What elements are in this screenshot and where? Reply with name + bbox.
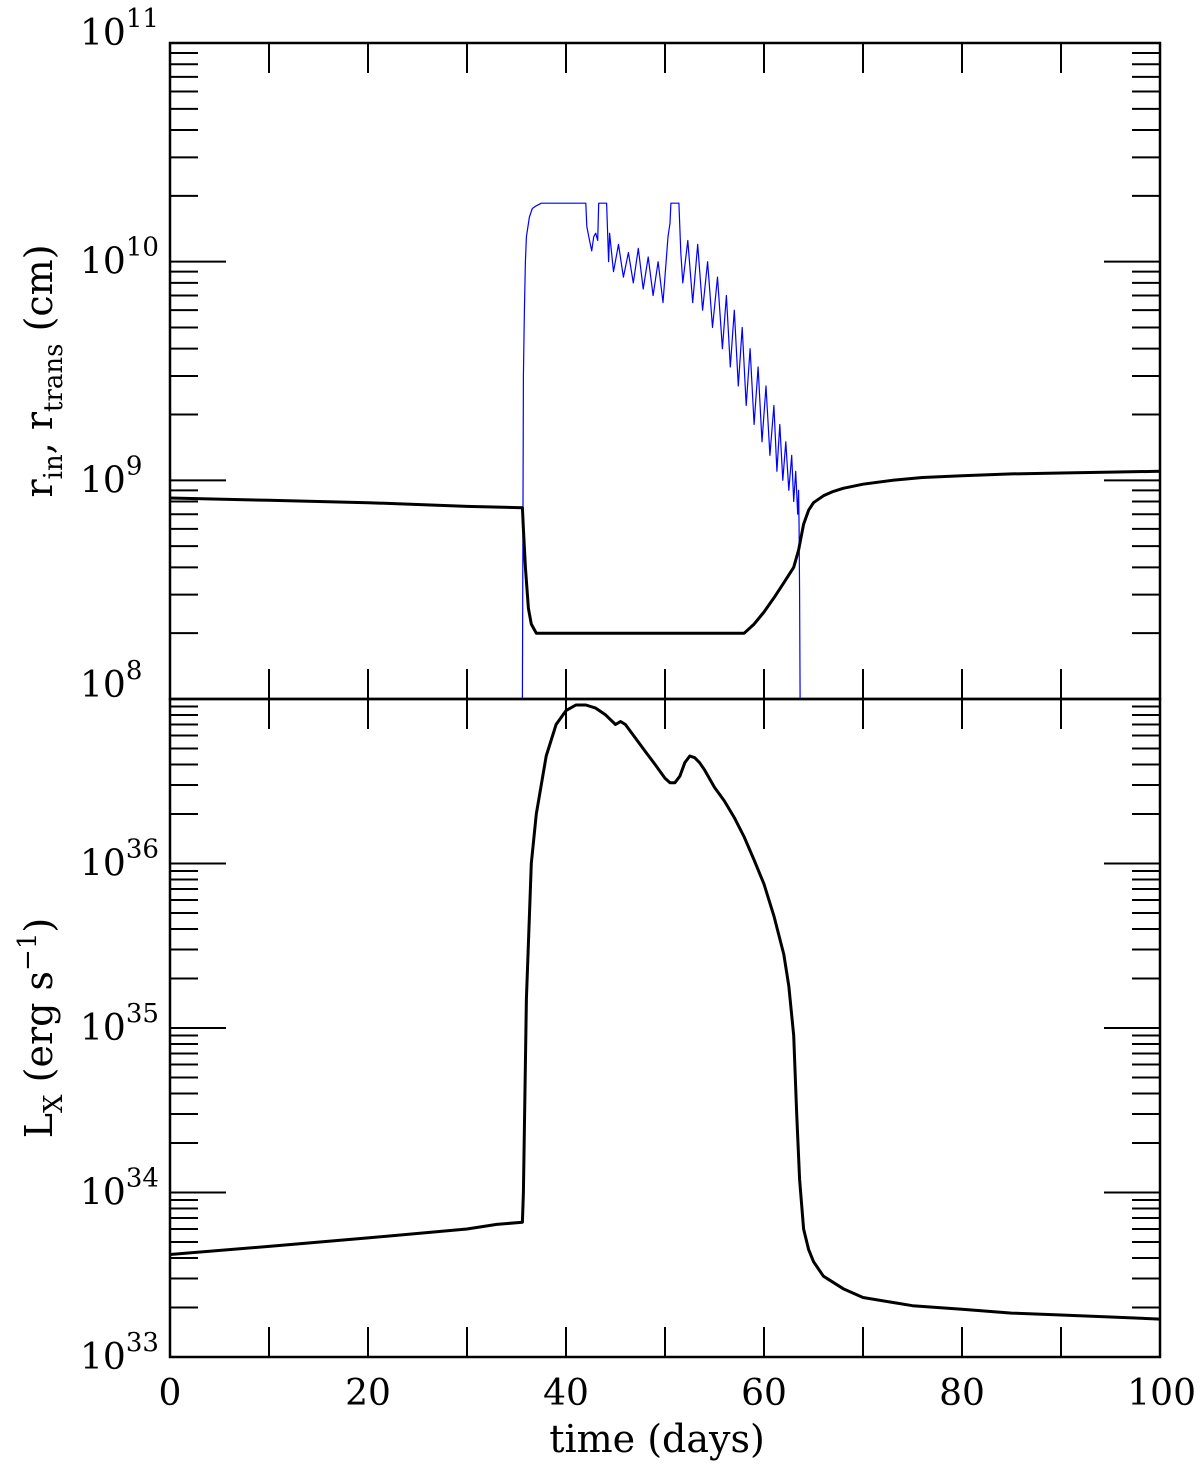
plot-frame <box>168 41 1162 701</box>
y-tick-label: 108 <box>80 656 142 706</box>
y-tick-label: 109 <box>80 451 142 501</box>
x-tick-label: 80 <box>939 1373 985 1414</box>
x-tick-label: 0 <box>159 1373 182 1414</box>
x-tick-label: 60 <box>741 1373 787 1414</box>
x-tick-label: 20 <box>345 1373 391 1414</box>
y-tick-label: 1035 <box>80 999 159 1049</box>
y-tick-label: 1010 <box>80 233 159 283</box>
y-axis-title: rin, rtrans (cm) <box>17 244 69 497</box>
y-tick-label: 1011 <box>80 4 159 54</box>
series-line-0 <box>521 202 801 699</box>
y-tick-label: 1033 <box>80 1328 159 1378</box>
x-tick-label: 100 <box>1127 1373 1196 1414</box>
series-line-1 <box>170 469 1160 635</box>
x-axis-title: time (days) <box>549 1417 765 1461</box>
y-tick-label: 1034 <box>80 1164 159 1214</box>
y-axis-title: LX (erg s−1) <box>13 918 69 1138</box>
y-tick-label: 1036 <box>80 835 159 885</box>
plot-frame <box>168 697 1162 1359</box>
x-tick-label: 40 <box>543 1373 589 1414</box>
top-panel: 108 109 1010 1011 rin, rtrans (cm) <box>17 4 1162 706</box>
series-line-0 <box>170 703 1160 1321</box>
